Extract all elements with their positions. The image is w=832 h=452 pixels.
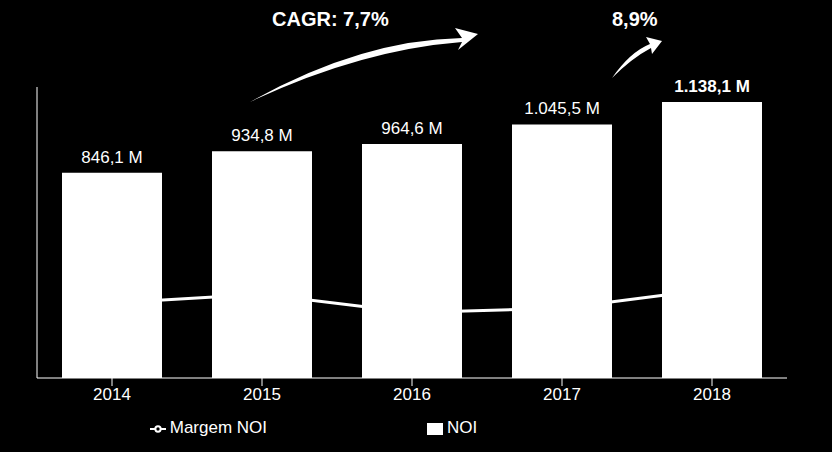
svg-text:2015: 2015 <box>243 385 281 404</box>
html-text:CAGR: 7,7%: CAGR: 7,7% <box>272 8 389 30</box>
html-text:Margem NOI: Margem NOI <box>169 418 267 437</box>
svg-text:2016: 2016 <box>393 385 431 404</box>
svg-text:846,1 M: 846,1 M <box>81 148 142 167</box>
svg-text:1.138,1 M: 1.138,1 M <box>674 77 750 96</box>
svg-text:2017: 2017 <box>543 385 581 404</box>
svg-text:964,6 M: 964,6 M <box>381 119 442 138</box>
svg-text:2014: 2014 <box>93 385 131 404</box>
html-text:8,9%: 8,9% <box>612 8 658 30</box>
svg-text:1.045,5 M: 1.045,5 M <box>524 99 600 118</box>
svg-text:934,8 M: 934,8 M <box>231 126 292 145</box>
html-text:NOI: NOI <box>447 418 478 437</box>
svg-text:2018: 2018 <box>693 385 731 404</box>
